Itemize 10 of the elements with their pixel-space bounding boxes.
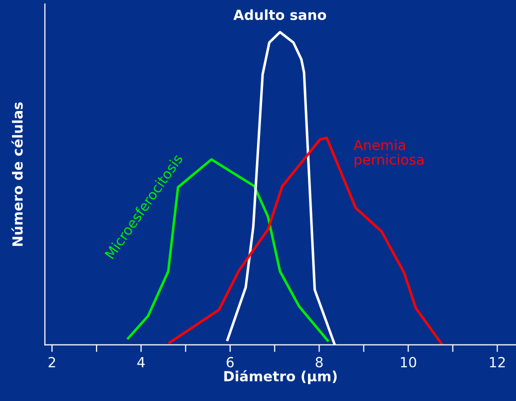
x-tick-label: 2 [48, 356, 56, 368]
x-tick-label: 4 [137, 357, 145, 368]
x-axis-title: Diámetro (μm) [224, 370, 337, 384]
x-tick-label: 10 [400, 356, 416, 368]
x-tick-label: 12 [490, 356, 505, 368]
series-label: Adulto sano [233, 9, 326, 20]
x-tick-label: 8 [316, 356, 323, 368]
x-tick-label: 6 [226, 356, 234, 368]
y-axis-title: Número de células [11, 102, 23, 246]
series-label: Anemia perniciosa [354, 140, 424, 168]
